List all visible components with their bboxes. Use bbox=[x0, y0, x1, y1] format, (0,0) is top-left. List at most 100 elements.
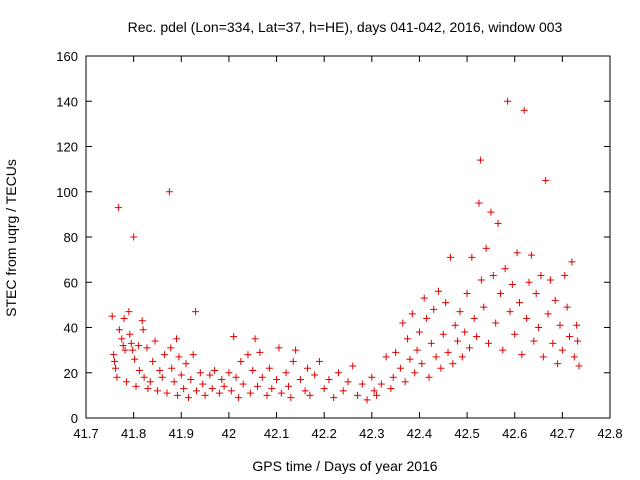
data-point bbox=[420, 294, 428, 302]
data-point bbox=[149, 357, 157, 365]
data-point bbox=[220, 382, 228, 390]
data-point bbox=[113, 373, 121, 381]
data-point bbox=[153, 387, 161, 395]
data-point bbox=[129, 346, 137, 354]
data-point bbox=[177, 371, 185, 379]
data-point bbox=[430, 305, 438, 313]
data-point bbox=[511, 330, 519, 338]
data-point bbox=[492, 319, 500, 327]
data-point bbox=[537, 271, 545, 279]
data-point bbox=[111, 357, 119, 365]
data-point bbox=[480, 303, 488, 311]
data-point bbox=[527, 251, 535, 259]
data-point bbox=[251, 335, 259, 343]
data-point bbox=[546, 276, 554, 284]
chart-title: Rec. pdel (Lon=334, Lat=37, h=HE), days … bbox=[128, 19, 563, 35]
data-point bbox=[334, 369, 342, 377]
data-point bbox=[461, 328, 469, 336]
y-tick-label: 20 bbox=[64, 366, 78, 381]
data-point bbox=[530, 337, 538, 345]
data-point bbox=[146, 378, 154, 386]
y-tick-label: 100 bbox=[56, 185, 78, 200]
data-point bbox=[513, 249, 521, 257]
data-point bbox=[230, 333, 238, 341]
data-point bbox=[112, 364, 120, 372]
x-tick-label: 42.2 bbox=[312, 426, 337, 441]
data-point bbox=[439, 330, 447, 338]
data-point bbox=[140, 373, 148, 381]
data-point bbox=[156, 366, 164, 374]
data-point bbox=[427, 339, 435, 347]
axis-ticks: 41.7 41.8 41.9 42 42.1 42.2 42.3 42.4 42.5 42.6 42… bbox=[56, 49, 622, 441]
data-point bbox=[551, 296, 559, 304]
data-point bbox=[187, 376, 195, 384]
data-point bbox=[561, 271, 569, 279]
data-point bbox=[121, 346, 129, 354]
data-point bbox=[330, 394, 338, 402]
data-point bbox=[349, 362, 357, 370]
data-point bbox=[435, 287, 443, 295]
data-point bbox=[392, 348, 400, 356]
data-point bbox=[568, 258, 576, 266]
data-point bbox=[165, 188, 173, 196]
data-point bbox=[525, 278, 533, 286]
data-point bbox=[501, 265, 509, 273]
data-point bbox=[542, 176, 550, 184]
data-point bbox=[268, 385, 276, 393]
data-point bbox=[504, 97, 512, 105]
data-point bbox=[413, 346, 421, 354]
data-point bbox=[449, 360, 457, 368]
data-point bbox=[496, 290, 504, 298]
data-point bbox=[573, 321, 581, 329]
data-point bbox=[189, 351, 197, 359]
data-point bbox=[249, 366, 257, 374]
data-point bbox=[135, 366, 143, 374]
y-tick-label: 0 bbox=[71, 411, 78, 426]
data-point bbox=[130, 233, 138, 241]
data-point bbox=[120, 314, 128, 322]
data-point bbox=[151, 337, 159, 345]
x-tick-label: 42.4 bbox=[407, 426, 432, 441]
data-point bbox=[549, 339, 557, 347]
data-point bbox=[163, 389, 171, 397]
data-point bbox=[144, 385, 152, 393]
data-point bbox=[358, 380, 366, 388]
data-point bbox=[119, 342, 127, 350]
data-point bbox=[199, 380, 207, 388]
data-point bbox=[118, 335, 126, 343]
data-point bbox=[535, 324, 543, 331]
x-tick-label: 41.7 bbox=[73, 426, 98, 441]
data-point bbox=[180, 385, 188, 393]
data-point bbox=[401, 378, 409, 386]
data-point bbox=[558, 346, 566, 354]
data-point bbox=[206, 371, 214, 379]
data-point bbox=[132, 382, 140, 390]
data-point bbox=[477, 276, 485, 284]
data-point bbox=[263, 391, 271, 399]
data-point bbox=[244, 351, 252, 359]
data-point bbox=[476, 156, 484, 164]
data-point bbox=[225, 369, 233, 377]
data-point bbox=[432, 353, 440, 361]
data-point bbox=[227, 387, 235, 395]
data-point bbox=[239, 380, 247, 388]
data-point bbox=[485, 339, 493, 347]
x-tick-label: 41.8 bbox=[121, 426, 146, 441]
data-point bbox=[301, 387, 309, 395]
data-point bbox=[389, 373, 397, 381]
data-point bbox=[208, 385, 216, 393]
x-tick-label: 42.8 bbox=[597, 426, 622, 441]
data-point bbox=[182, 360, 190, 368]
data-point bbox=[399, 319, 407, 327]
data-point bbox=[377, 380, 385, 388]
data-point bbox=[168, 364, 176, 372]
y-tick-label: 60 bbox=[64, 275, 78, 290]
data-point bbox=[170, 378, 178, 386]
data-point bbox=[315, 357, 323, 365]
data-point bbox=[273, 376, 281, 384]
data-point bbox=[499, 346, 507, 354]
x-axis-label: GPS time / Days of year 2016 bbox=[252, 458, 437, 474]
data-point bbox=[320, 385, 328, 393]
data-point bbox=[354, 391, 362, 399]
